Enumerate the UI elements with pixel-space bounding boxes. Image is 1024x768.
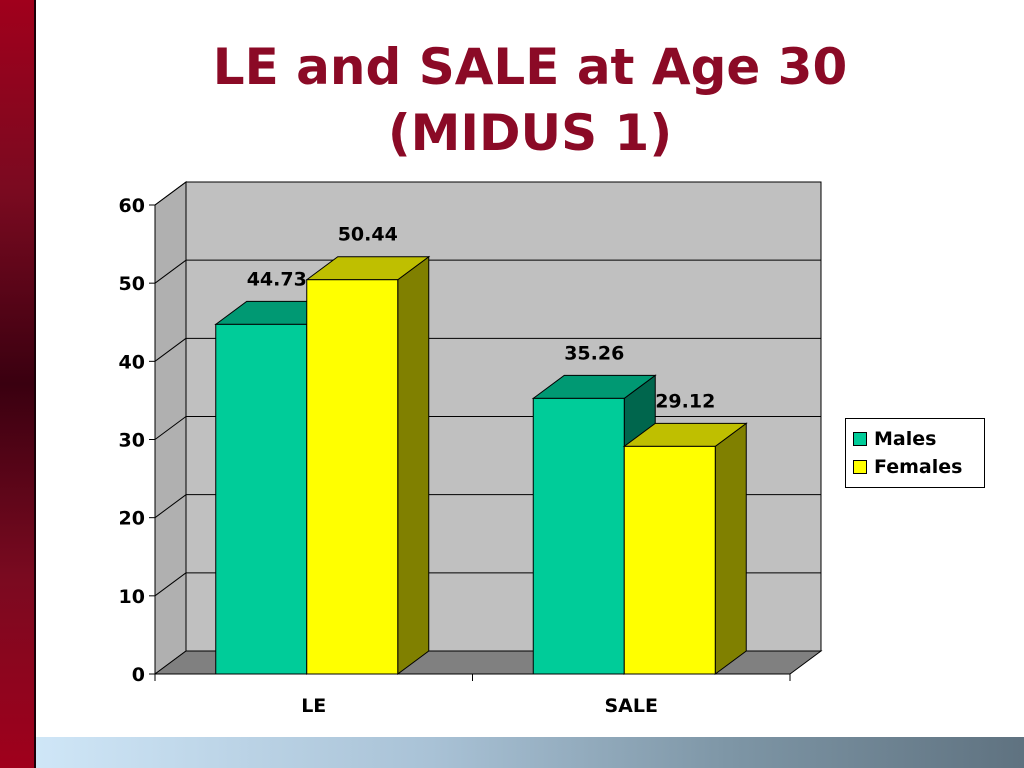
legend-label-males: Males (874, 428, 937, 450)
bar-front (532, 397, 625, 675)
gridline-side (154, 259, 187, 284)
title-line-1: LE and SALE at Age 30 (212, 38, 848, 96)
slide-title: LE and SALE at Age 30 (MIDUS 1) (36, 34, 1024, 166)
legend-item-females: Females (853, 453, 984, 481)
gridline-side (154, 181, 187, 206)
x-category-label: SALE (605, 695, 658, 717)
y-tick-label: 50 (119, 273, 145, 295)
legend-label-females: Females (874, 456, 963, 478)
bar-females-le (305, 255, 431, 675)
legend-swatch-males (853, 432, 867, 446)
data-label: 44.73 (247, 268, 307, 290)
x-category-label: LE (301, 695, 326, 717)
legend-swatch-females (853, 460, 867, 474)
gridline-side (154, 416, 187, 440)
y-tick-label: 40 (119, 351, 145, 373)
title-line-2: (MIDUS 1) (387, 104, 673, 162)
legend-item-males: Males (853, 425, 984, 453)
bar-side (714, 422, 747, 675)
bar-front (623, 445, 716, 675)
gridline-side (154, 494, 187, 519)
data-label: 29.12 (655, 390, 715, 412)
left-decor-bar (0, 0, 36, 768)
y-tick-label: 30 (119, 430, 145, 452)
bar-front (306, 279, 399, 675)
gridline-side (154, 572, 187, 597)
chart-legend: Males Females (845, 418, 985, 488)
y-tick-label: 20 (119, 508, 145, 530)
y-tick-label: 60 (119, 195, 145, 217)
data-label: 35.26 (564, 342, 624, 364)
y-tick-label: 10 (119, 586, 145, 608)
bar-females-sale (622, 422, 748, 675)
bar-side (397, 255, 430, 675)
y-tick-label: 0 (132, 664, 145, 686)
data-label: 50.44 (338, 224, 398, 246)
bar-front (215, 323, 308, 675)
bottom-decor-bar (36, 737, 1024, 768)
gridline-side (154, 337, 187, 362)
